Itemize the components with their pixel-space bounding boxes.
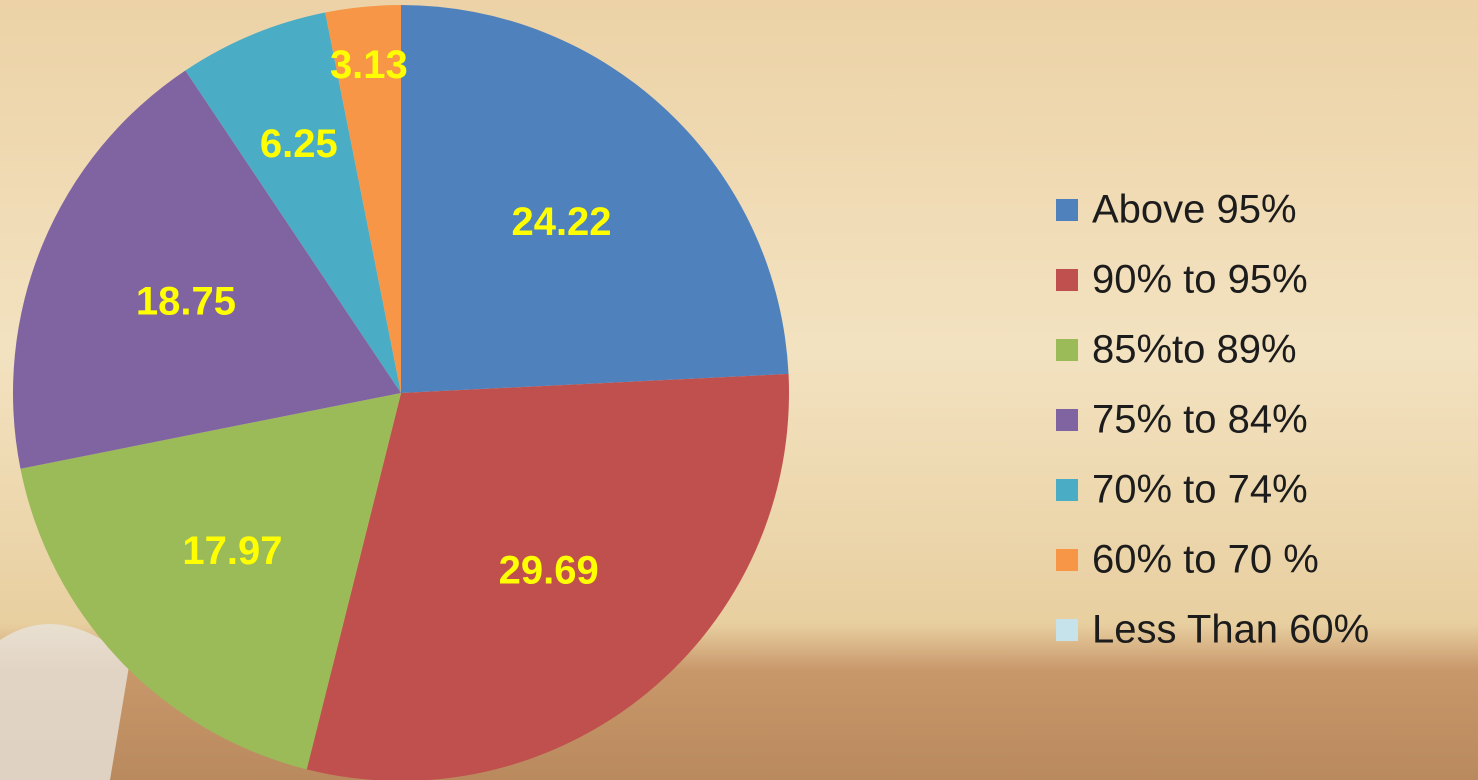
data-label: 3.13 [330, 43, 408, 87]
legend-label: 70% to 74% [1092, 468, 1308, 512]
legend-swatch [1056, 479, 1078, 501]
data-label: 17.97 [182, 529, 282, 573]
data-label: 6.25 [260, 122, 338, 166]
legend-swatch [1056, 269, 1078, 291]
legend-swatch [1056, 549, 1078, 571]
legend-label: 90% to 95% [1092, 258, 1308, 302]
legend-label: 60% to 70 % [1092, 538, 1319, 582]
pie [13, 5, 789, 780]
legend-swatch [1056, 409, 1078, 431]
legend-label: Above 95% [1092, 188, 1297, 232]
chart: 24.22 29.69 17.97 18.75 6.25 3.13 Above 95% 90… [0, 0, 1478, 780]
page: 24.22 29.69 17.97 18.75 6.25 3.13 Above 95% 90… [0, 0, 1478, 780]
legend-swatch [1056, 199, 1078, 221]
legend-label: Less Than 60% [1092, 608, 1369, 652]
legend-swatch [1056, 619, 1078, 641]
legend-swatch [1056, 339, 1078, 361]
legend-label: 85%to 89% [1092, 328, 1297, 372]
legend-label: 75% to 84% [1092, 398, 1308, 442]
data-label: 18.75 [136, 280, 236, 324]
data-label: 24.22 [511, 200, 611, 244]
data-label: 29.69 [499, 549, 599, 593]
